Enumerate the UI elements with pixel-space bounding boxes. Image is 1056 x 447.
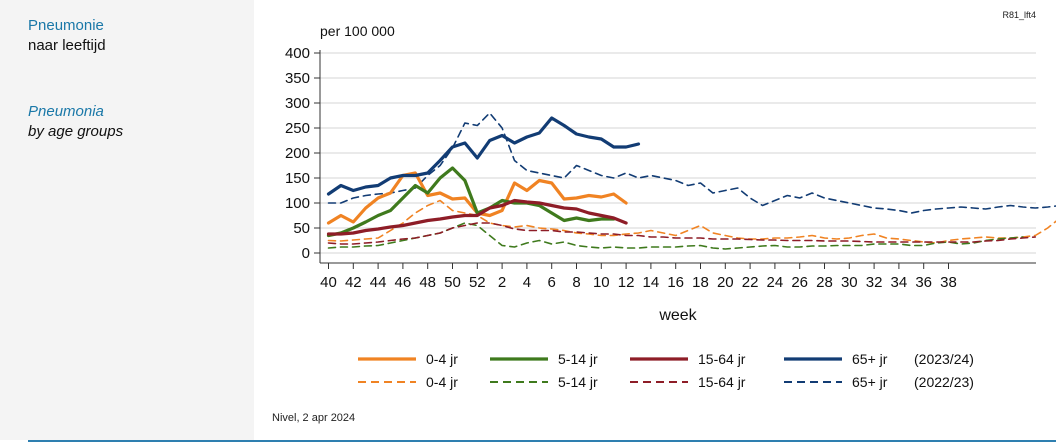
sidebar-subtitle-en: by age groups [28, 123, 124, 140]
x-tick-label: 2 [498, 274, 506, 291]
legend-label: 5-14 jr [558, 351, 598, 367]
legend-label: 65+ jr [852, 351, 888, 367]
series-line-5-14-2023-24 [326, 166, 616, 238]
y-tick-label: 250 [285, 120, 310, 137]
y-tick-label: 350 [285, 70, 310, 87]
x-tick-label: 14 [643, 274, 660, 291]
x-tick-label: 16 [667, 274, 684, 291]
x-tick-label: 30 [841, 274, 858, 291]
series-line-65plus-2023-24 [326, 116, 641, 196]
x-tick-label: 34 [891, 274, 908, 291]
y-tick-label: 0 [302, 245, 310, 262]
x-tick-label: 42 [345, 274, 362, 291]
legend-label: 65+ jr [852, 374, 888, 390]
legend-label: 0-4 jr [426, 374, 458, 390]
x-tick-label: 18 [692, 274, 709, 291]
series-line-0-4-2022-23 [327, 199, 1056, 244]
x-tick-label: 8 [572, 274, 580, 291]
series-line-5-14-2022-23 [327, 222, 1024, 250]
x-tick-label: 4 [523, 274, 531, 291]
y-tick-label: 50 [293, 220, 310, 237]
x-tick-label: 36 [915, 274, 932, 291]
x-tick-label: 50 [444, 274, 461, 291]
legend-season: (2023/24) [914, 351, 974, 367]
legend-label: 0-4 jr [426, 351, 458, 367]
y-tick-label: 200 [285, 145, 310, 162]
x-tick-label: 24 [767, 274, 784, 291]
y-tick-label: 150 [285, 170, 310, 187]
x-tick-label: 12 [618, 274, 635, 291]
legend-season: (2022/23) [914, 374, 974, 390]
x-tick-label: 38 [940, 274, 957, 291]
x-tick-label: 20 [717, 274, 734, 291]
x-tick-label: 32 [866, 274, 883, 291]
x-tick-label: 48 [419, 274, 436, 291]
y-tick-label: 100 [285, 195, 310, 212]
x-tick-label: 28 [816, 274, 833, 291]
sidebar-title-nl: Pneumonie [28, 17, 104, 34]
x-tick-label: 46 [395, 274, 412, 291]
series-line-65plus-2022-23 [327, 112, 1056, 214]
x-tick-label: 52 [469, 274, 486, 291]
legend-label: 15-64 jr [698, 374, 746, 390]
series-line-15-64-2023-24 [326, 198, 628, 236]
x-tick-label: 6 [548, 274, 556, 291]
x-tick-label: 44 [370, 274, 387, 291]
series-line-15-64-2022-23 [327, 222, 1037, 245]
x-axis-label: week [658, 307, 697, 324]
x-tick-label: 26 [791, 274, 808, 291]
bottom-rule [28, 440, 1056, 442]
x-tick-label: 10 [593, 274, 610, 291]
sidebar-title-en: Pneumonia [28, 103, 104, 120]
source-note: Nivel, 2 apr 2024 [272, 412, 356, 424]
sidebar-subtitle-nl: naar leeftijd [28, 37, 106, 54]
sidebar-panel: Pneumonie naar leeftijd Pneumonia by age… [0, 0, 254, 440]
legend-label: 15-64 jr [698, 351, 746, 367]
y-tick-label: 300 [285, 95, 310, 112]
y-axis-label: per 100 000 [320, 23, 395, 39]
legend-label: 5-14 jr [558, 374, 598, 390]
y-tick-label: 400 [285, 45, 310, 62]
x-tick-label: 40 [320, 274, 337, 291]
x-tick-label: 22 [742, 274, 759, 291]
chart-code-label: R81_lft4 [1002, 10, 1036, 20]
